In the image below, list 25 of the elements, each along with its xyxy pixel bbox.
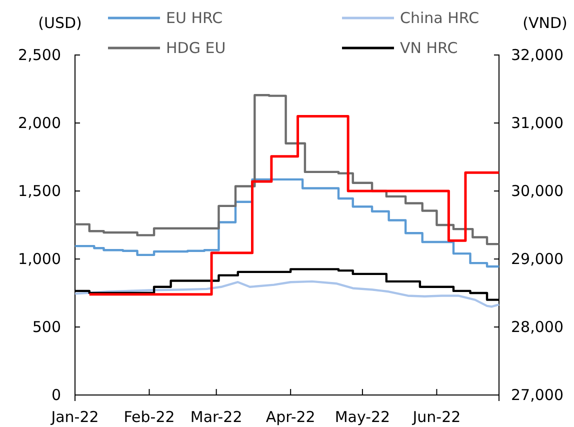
y-tick-label: 1,500 <box>18 182 61 200</box>
x-tick-label: Feb-22 <box>124 408 175 426</box>
legend-label: EU HRC <box>166 9 223 27</box>
y-tick-label: 500 <box>32 318 61 336</box>
y2-tick-label: 30,000 <box>511 182 564 200</box>
line-series <box>74 280 500 308</box>
legend-label: VN HRC <box>400 39 458 57</box>
y2-tick-label: 28,000 <box>511 318 564 336</box>
y-tick-label: 1,000 <box>18 250 61 268</box>
x-tick-label: Jan-22 <box>50 408 99 426</box>
legend-label: HDG EU <box>166 39 226 57</box>
y2-tick-label: 31,000 <box>511 114 564 132</box>
y-tick-label: 2,500 <box>18 46 61 64</box>
y2-tick-label: 32,000 <box>511 46 564 64</box>
x-tick-label: Apr-22 <box>266 408 316 426</box>
legend-label: China HRC <box>400 9 480 27</box>
y-tick-label: 0 <box>51 386 61 404</box>
y2-axis-title: (VND) <box>522 14 568 32</box>
x-tick-label: Mar-22 <box>190 408 242 426</box>
y-axis-title: (USD) <box>38 14 82 32</box>
x-tick-label: May-22 <box>334 408 390 426</box>
x-tick-label: Jun-22 <box>412 408 461 426</box>
y2-tick-label: 27,000 <box>511 386 564 404</box>
y2-tick-label: 29,000 <box>511 250 564 268</box>
y-tick-label: 2,000 <box>18 114 61 132</box>
